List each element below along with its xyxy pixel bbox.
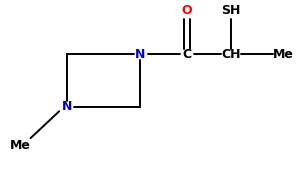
Text: O: O [181,4,192,17]
Text: N: N [62,100,72,113]
Text: Me: Me [273,48,294,61]
Text: CH: CH [221,48,240,61]
Text: N: N [135,48,145,61]
Text: C: C [182,48,191,61]
Text: Me: Me [10,139,31,152]
Text: SH: SH [221,4,240,17]
